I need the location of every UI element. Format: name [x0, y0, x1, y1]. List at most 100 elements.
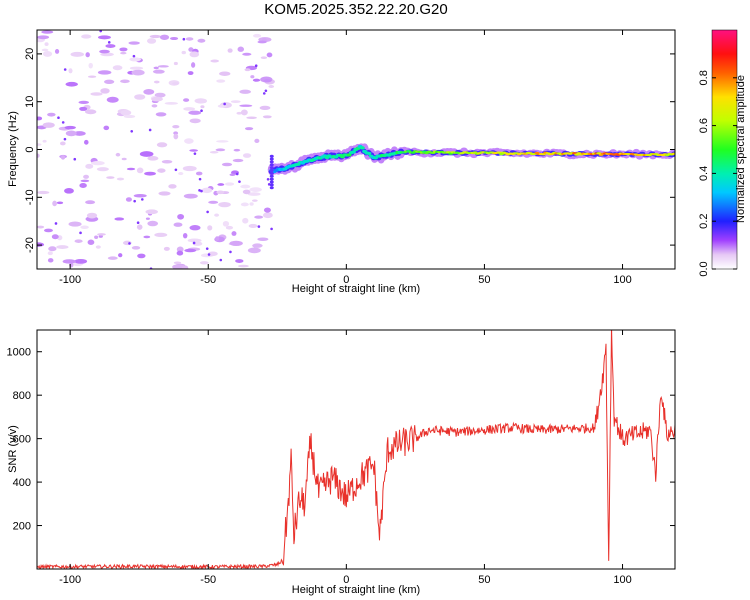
- noise-blob: [197, 38, 206, 43]
- noise-blob: [207, 251, 218, 257]
- onset-streak: [269, 180, 274, 184]
- noise-blob: [199, 261, 209, 265]
- noise-peak: [57, 116, 60, 120]
- noise-blob: [84, 139, 89, 145]
- noise-blob: [242, 52, 252, 56]
- noise-blob: [168, 184, 177, 189]
- noise-blob: [86, 212, 98, 219]
- noise-blob: [87, 75, 97, 78]
- noise-blob: [233, 148, 241, 152]
- noise-blob: [114, 217, 125, 221]
- noise-peak: [219, 258, 223, 262]
- noise-blob: [222, 220, 230, 227]
- noise-blob: [163, 246, 170, 251]
- noise-blob: [245, 127, 254, 131]
- noise-blob: [268, 85, 275, 88]
- noise-blob: [47, 258, 54, 263]
- noise-blob: [247, 247, 261, 254]
- noise-blob: [62, 259, 76, 264]
- noise-peak: [198, 189, 201, 192]
- noise-blob: [181, 265, 189, 269]
- noise-blob: [244, 68, 251, 72]
- noise-blob: [172, 125, 180, 129]
- noise-blob: [41, 30, 54, 34]
- noise-blob: [70, 51, 85, 57]
- noise-blob: [215, 148, 226, 152]
- noise-blob: [183, 193, 198, 199]
- noise-blob: [136, 167, 144, 174]
- onset-streak: [269, 169, 274, 173]
- y-tick-label: 200: [13, 521, 31, 533]
- spectrogram-x-ticks: -100 -50 0 50 100: [59, 30, 632, 286]
- noise-blob: [182, 232, 188, 239]
- noise-blob: [83, 174, 90, 179]
- noise-blob: [37, 143, 42, 146]
- colorbar-label: Normalized spectral amplitude: [735, 75, 747, 223]
- onset-streak: [269, 157, 274, 161]
- noise-blob: [257, 40, 267, 44]
- noise-peak: [174, 168, 178, 172]
- ridge-core: [541, 153, 546, 156]
- colorbar-tick-label: 0.6: [698, 118, 710, 133]
- x-tick-label: 50: [478, 574, 490, 586]
- noise-blob: [79, 183, 87, 189]
- noise-blob: [209, 150, 219, 154]
- noise-blob: [37, 35, 50, 40]
- noise-blob: [60, 141, 66, 146]
- noise-peak: [266, 177, 270, 181]
- noise-blob: [37, 242, 45, 247]
- x-tick-label: -100: [59, 574, 81, 586]
- chart-title: KOM5.2025.352.22.20.G20: [264, 1, 447, 18]
- noise-peak: [229, 250, 232, 254]
- colorbar-tick-label: 0.2: [698, 214, 710, 229]
- noise-blob: [154, 92, 166, 98]
- noise-peak: [73, 157, 77, 161]
- ridge-core: [499, 153, 504, 156]
- noise-blob: [134, 94, 146, 100]
- noise-blob: [195, 171, 203, 176]
- noise-blob: [173, 61, 178, 66]
- noise-blob: [145, 209, 158, 215]
- noise-blob: [95, 245, 101, 249]
- noise-blob: [85, 52, 90, 58]
- noise-blob: [139, 151, 154, 157]
- noise-blob: [216, 79, 226, 83]
- noise-peak: [63, 137, 67, 141]
- noise-blob: [79, 106, 88, 111]
- noise-blob: [74, 258, 88, 264]
- noise-blob: [126, 167, 136, 171]
- snr-y-ticks: 200 400 600 800 1000: [7, 347, 675, 533]
- noise-blob: [216, 190, 225, 195]
- noise-peak: [270, 227, 273, 231]
- noise-blob: [151, 96, 163, 102]
- noise-blob: [262, 115, 272, 119]
- noise-blob: [159, 34, 170, 40]
- ridge-core: [366, 151, 372, 156]
- colorbar-ticks: 0.0 0.2 0.4 0.6 0.8: [698, 70, 737, 277]
- noise-blob: [128, 41, 140, 45]
- x-tick-label: -50: [200, 274, 216, 286]
- noise-blob: [173, 222, 183, 227]
- noise-blob: [131, 245, 141, 250]
- noise-blob: [227, 48, 233, 53]
- noise-blob: [185, 37, 194, 41]
- ridge-core: [596, 152, 602, 155]
- noise-blob: [88, 62, 93, 69]
- noise-blob: [224, 182, 235, 186]
- noise-blob: [85, 163, 94, 169]
- noise-blob: [239, 104, 253, 107]
- noise-blob: [231, 231, 237, 236]
- noise-blob: [230, 100, 241, 104]
- noise-blob: [96, 167, 109, 172]
- noise-blob: [229, 173, 236, 177]
- noise-blob: [100, 88, 110, 94]
- noise-blob: [254, 215, 264, 219]
- noise-blob: [188, 110, 202, 115]
- noise-blob: [56, 201, 64, 205]
- noise-blob: [131, 69, 145, 76]
- noise-peak: [130, 129, 134, 133]
- noise-blob: [240, 202, 249, 207]
- noise-blob: [221, 162, 233, 167]
- noise-blob: [56, 245, 69, 249]
- noise-peak: [200, 109, 203, 113]
